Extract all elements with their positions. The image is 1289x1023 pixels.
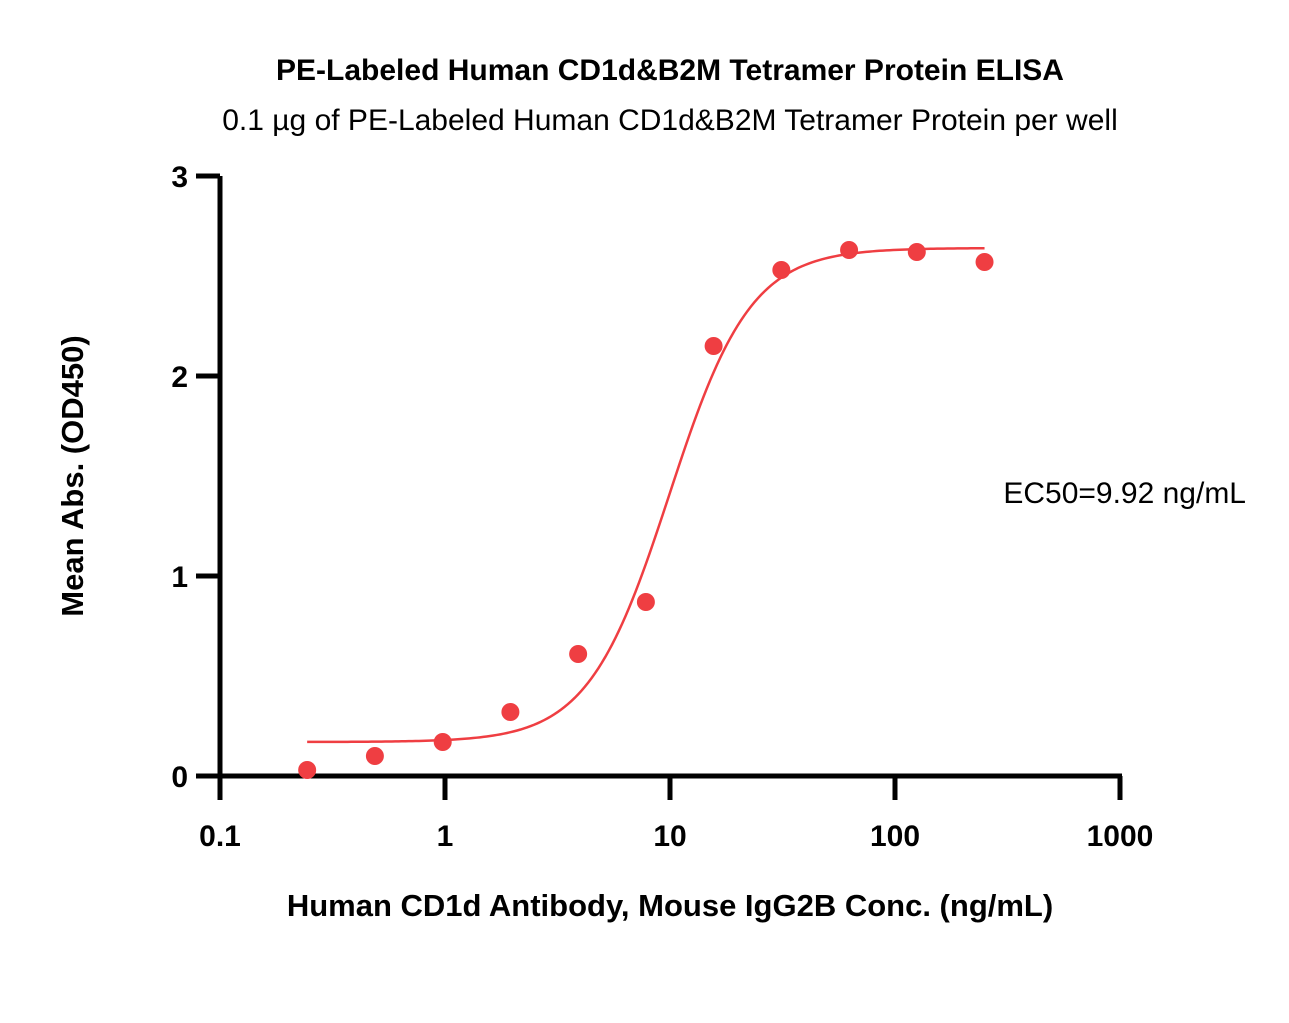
x-axis-label: Human CD1d Antibody, Mouse IgG2B Conc. (… <box>287 888 1053 923</box>
x-tick-label: 100 <box>870 820 920 853</box>
data-point <box>569 645 588 663</box>
y-tick-label: 3 <box>171 161 188 194</box>
data-point <box>501 703 520 721</box>
data-point <box>433 733 452 751</box>
y-tick-label: 1 <box>171 561 188 594</box>
tick-labels: 0 1 2 3 0.1 1 10 100 1000 <box>171 161 1153 853</box>
data-point <box>975 253 994 271</box>
x-tick-label: 10 <box>653 820 686 853</box>
data-point <box>636 593 655 611</box>
x-tick-label: 0.1 <box>199 820 241 853</box>
data-point <box>840 241 859 259</box>
y-tick-label: 0 <box>171 761 188 794</box>
x-tick-label: 1 <box>437 820 454 853</box>
data-point <box>704 337 723 355</box>
data-point <box>772 261 791 279</box>
data-point <box>365 747 384 765</box>
y-axis-label: Mean Abs. (OD450) <box>55 335 90 616</box>
data-points <box>298 241 994 779</box>
data-point <box>907 243 926 261</box>
ec50-annotation: EC50=9.92 ng/mL <box>1003 477 1246 510</box>
x-tick-label: 1000 <box>1087 820 1154 853</box>
chart-title: PE-Labeled Human CD1d&B2M Tetramer Prote… <box>276 54 1064 87</box>
data-point <box>298 761 317 779</box>
fit-curve <box>307 246 985 744</box>
chart-subtitle: 0.1 µg of PE-Labeled Human CD1d&B2M Tetr… <box>222 104 1118 137</box>
tick-marks <box>196 173 1123 800</box>
y-tick-label: 2 <box>171 361 188 394</box>
